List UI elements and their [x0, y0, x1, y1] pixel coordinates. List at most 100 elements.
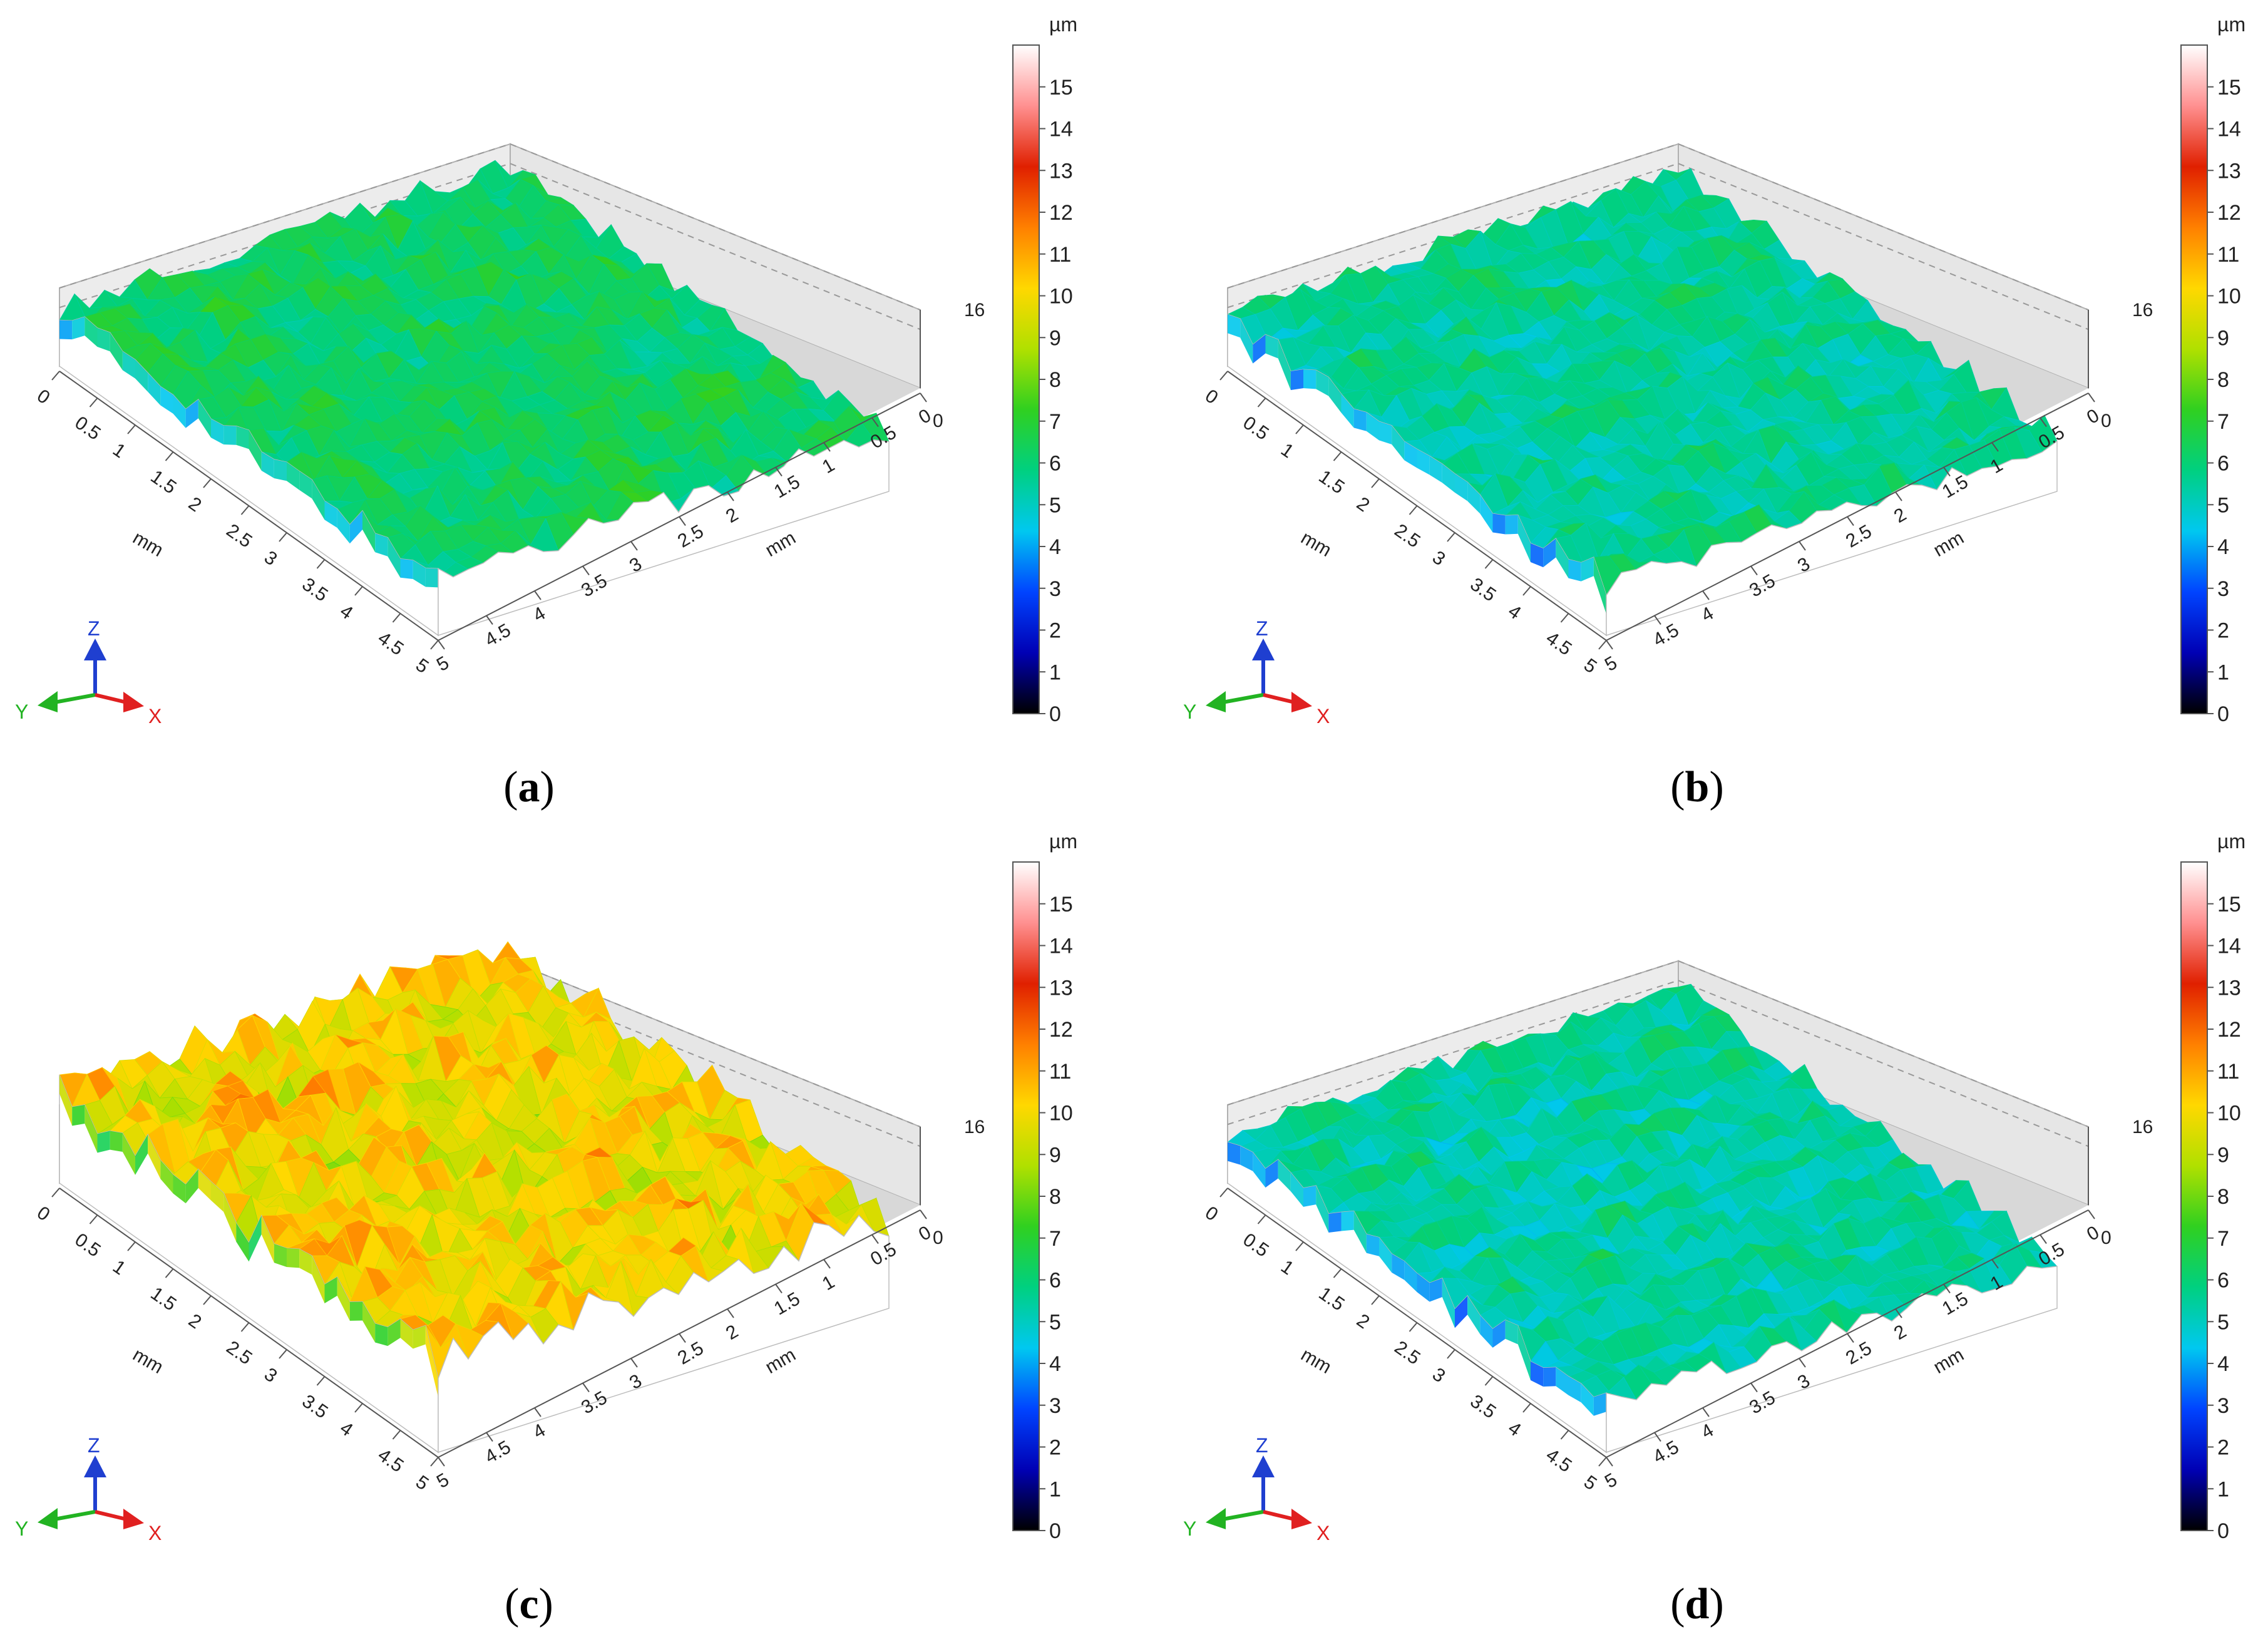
front-tick-label: 3.5: [298, 1391, 331, 1423]
front-edge-band: [362, 510, 376, 553]
axis-triad: Z Y X: [15, 617, 162, 727]
triad-y-arrow-icon: [1206, 1508, 1226, 1529]
colorbar-gradient: [2180, 861, 2208, 1531]
front-edge-band: [261, 451, 274, 478]
front-tick-label: 0.5: [71, 413, 104, 444]
front-tick-label: 2: [185, 1310, 205, 1333]
front-tick: [127, 424, 136, 434]
colorbar-tick-label: 12: [2217, 201, 2241, 225]
front-tick: [1409, 1322, 1418, 1332]
front-edge-band: [1505, 515, 1518, 535]
colorbar-tick-label: 13: [1049, 976, 1073, 1000]
front-edge-band: [198, 399, 211, 438]
colorbar-tick-label: 7: [1049, 1227, 1061, 1251]
front-edge-band: [349, 510, 362, 544]
side-axis-unit: mm: [1930, 1344, 1968, 1378]
front-tick: [1484, 559, 1494, 569]
colorbar-tick-label: 2: [1049, 619, 1061, 643]
axis-triad: Z Y X: [15, 1434, 162, 1544]
front-edge-band: [1290, 369, 1303, 391]
front-tick-label: 3: [260, 547, 281, 570]
colorbar-tick-label: 7: [2217, 410, 2229, 434]
front-edge-band: [85, 317, 98, 347]
surface: [1226, 168, 2058, 596]
z-axis-bottom-label: 0: [2101, 411, 2112, 431]
colorbar-tick-label: 5: [2217, 1310, 2229, 1334]
side-tick-label: 4: [530, 1420, 549, 1443]
front-edge-band: [287, 462, 300, 490]
front-edge-band: [122, 351, 135, 379]
colorbar-tick-label: 10: [1049, 285, 1073, 309]
colorbar-tick-label: 3: [2217, 577, 2229, 601]
triad-y-shaft: [1222, 1510, 1264, 1521]
colorbar-tick-label: 0: [1049, 702, 1061, 726]
caption-open: (: [1670, 1580, 1685, 1628]
colorbar-tick-label: 2: [2217, 1436, 2229, 1460]
colorbar-tick-label: 10: [2217, 1102, 2241, 1126]
triad-x-label: X: [1316, 705, 1330, 727]
triad-x-label: X: [148, 1522, 162, 1544]
front-edge-band: [349, 1301, 362, 1321]
colorbar-tick-label: 6: [2217, 452, 2229, 476]
triad-y-label: Y: [15, 1517, 28, 1540]
colorbar-tick-label: 6: [1049, 452, 1061, 476]
colorbar-tick-label: 5: [1049, 493, 1061, 517]
triad-z-arrow-icon: [84, 1455, 106, 1477]
triad-y-arrow-icon: [38, 1508, 58, 1529]
triad-z-label: Z: [88, 1434, 100, 1457]
colorbar-tick-label: 3: [1049, 1394, 1061, 1418]
side-axis-unit: mm: [762, 1344, 799, 1378]
caption-close: ): [1709, 1580, 1723, 1628]
front-edge-band: [72, 317, 85, 340]
colorbar-tick-label: 6: [2217, 1269, 2229, 1293]
side-tick-label: 0: [2083, 405, 2103, 428]
colorbar-tick-label: 2: [2217, 619, 2229, 643]
front-axis-unit: mm: [130, 527, 167, 561]
side-tick: [2088, 1209, 2095, 1219]
front-tick-label: 4.5: [1542, 628, 1575, 660]
front-tick: [1522, 1403, 1531, 1413]
side-tick: [1606, 1457, 1613, 1467]
surface: [59, 160, 890, 578]
front-tick-label: 1.5: [146, 1283, 180, 1315]
front-edge-band: [185, 399, 198, 428]
front-edge-band: [1543, 1367, 1556, 1387]
side-tick-label: 4.5: [481, 620, 515, 650]
front-tick-label: 3.5: [1466, 1391, 1499, 1423]
front-edge-band: [400, 558, 413, 579]
side-tick-label: 5: [433, 1469, 453, 1492]
side-tick: [920, 392, 927, 403]
front-tick-label: 0.5: [1239, 1229, 1272, 1261]
colorbar-tick-label: 12: [1049, 1018, 1073, 1042]
colorbar-tick-label: 3: [1049, 577, 1061, 601]
triad-z-label: Z: [1256, 617, 1268, 640]
front-tick: [1447, 532, 1455, 542]
front-tick-label: 5: [1580, 655, 1601, 678]
colorbar-tick-label: 8: [2217, 368, 2229, 392]
front-tick-label: 4: [336, 601, 357, 624]
colorbar-tick-label: 13: [1049, 159, 1073, 183]
z-axis-top-label: 16: [964, 300, 985, 321]
front-tick: [392, 613, 401, 623]
triad-y-label: Y: [1183, 700, 1196, 723]
caption-close: ): [540, 763, 555, 811]
front-tick-label: 1.5: [146, 466, 180, 498]
front-edge-band: [1328, 1212, 1342, 1233]
side-tick-label: 4.5: [1650, 620, 1683, 650]
side-tick: [823, 442, 831, 452]
colorbar-tick-label: 13: [2217, 159, 2241, 183]
front-tick: [316, 559, 326, 569]
front-edge-band: [59, 320, 73, 340]
front-edge-band: [413, 560, 426, 587]
front-tick: [1333, 451, 1342, 461]
colorbar-tick-label: 9: [1049, 1143, 1061, 1167]
front-edge-band: [236, 426, 249, 449]
front-tick: [1598, 1457, 1607, 1467]
colorbar-tick-label: 5: [1049, 1310, 1061, 1334]
triad-z-arrow-icon: [84, 639, 106, 660]
front-edge-band: [135, 359, 148, 392]
front-edge-band: [97, 1131, 110, 1153]
front-tick: [51, 1188, 60, 1198]
